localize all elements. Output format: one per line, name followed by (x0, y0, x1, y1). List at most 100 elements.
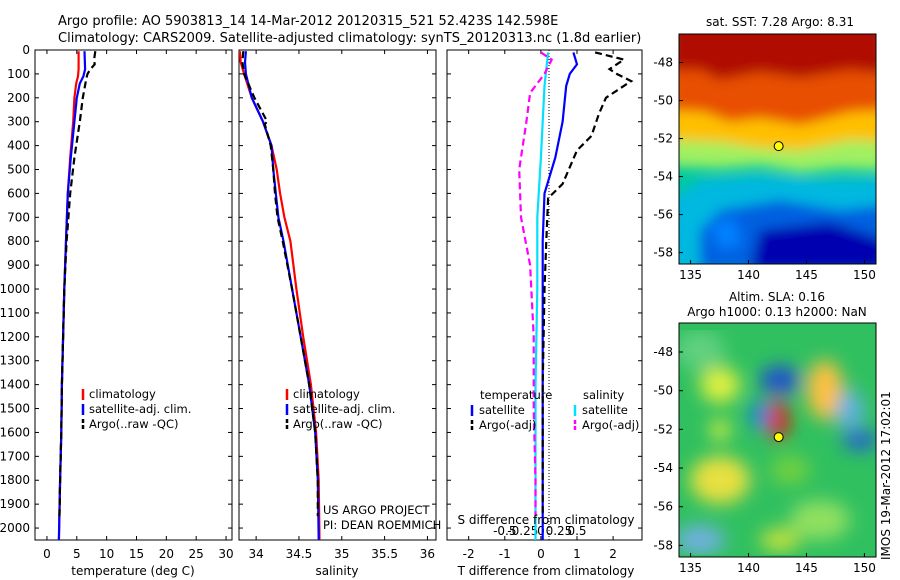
x-tick-label: 5 (73, 547, 81, 561)
map-y-tick-label: -48 (653, 345, 673, 359)
depth-tick-label: 600 (7, 186, 30, 200)
depth-tick-label: 1800 (0, 473, 30, 487)
legend-entry: satellite (582, 403, 628, 417)
legend-title: temperature (480, 388, 552, 402)
legend-entry: climatology (89, 387, 156, 401)
salinity-series (238, 51, 321, 541)
map-y-tick-label: -52 (653, 132, 673, 146)
series-line (57, 51, 80, 541)
s-tick-label: -0.25 (507, 524, 538, 538)
sst-title: sat. SST: 7.28 Argo: 8.31 (706, 15, 854, 29)
figure-title-2: Climatology: CARS2009. Satellite-adjuste… (58, 31, 641, 46)
series-line (518, 51, 554, 517)
s-difference-axis: -0.5-0.250 0.250.5 (493, 524, 586, 538)
salinity-xaxis: 34 34.5 35 35.5 36 (248, 50, 435, 561)
map-x-tick-label: 135 (679, 268, 702, 282)
map-y-tick-label: -58 (653, 538, 673, 552)
series-line (58, 51, 97, 517)
s-tick-label: 0 (537, 524, 545, 538)
map-y-tick-label: -54 (653, 461, 673, 475)
depth-tick-label: 1700 (0, 449, 30, 463)
legend-entry: climatology (293, 387, 360, 401)
imos-stamp: IMOS 19-Mar-2012 17:02:01 (879, 391, 893, 560)
legend-entry: Argo(-adj) (479, 418, 536, 432)
depth-tick-label: 1900 (0, 497, 30, 511)
x-tick-label: 36 (420, 547, 435, 561)
x-tick-label: 35.5 (371, 547, 398, 561)
x-tick-label: 10 (99, 547, 114, 561)
map-x-tick-label: 140 (737, 268, 760, 282)
sst-axes (678, 33, 877, 265)
series-line (241, 51, 319, 517)
depth-tick-label: 100 (7, 67, 30, 81)
depth-tick-label: 2000 (0, 521, 30, 535)
map-y-tick-label: -56 (653, 208, 673, 222)
depth-tick-label: 0 (22, 43, 30, 57)
x-tick-label: 0 (537, 547, 545, 561)
depth-tick-label: 300 (7, 115, 30, 129)
depth-tick-label: 1200 (0, 330, 30, 344)
map-y-tick-label: -48 (653, 56, 673, 70)
depth-tick-label: 1500 (0, 402, 30, 416)
sst-map: sat. SST: 7.28 Argo: 8.31 135 140 145 150 -… (653, 15, 877, 282)
figure-title-1: Argo profile: AO 5903813_14 14-Mar-2012 … (58, 14, 558, 29)
map-y-tick-label: -50 (653, 94, 673, 108)
temperature-axes (34, 49, 233, 541)
map-y-tick-label: -56 (653, 500, 673, 514)
depth-tick-label: 1600 (0, 425, 30, 439)
legend-entry: satellite (479, 403, 525, 417)
map-y-tick-label: -58 (653, 246, 673, 260)
series-line (238, 51, 321, 541)
temperature-series (57, 51, 97, 541)
depth-tick-label: 400 (7, 139, 30, 153)
salinity-axes (238, 49, 437, 541)
sla-axes (678, 322, 877, 558)
s-tick-label: -0.5 (493, 524, 516, 538)
x-tick-label: 20 (159, 547, 174, 561)
salinity-xlabel: salinity (315, 564, 358, 578)
x-tick-label: 0 (43, 547, 51, 561)
difference-legend: temperaturesatelliteArgo(-adj)salinitysa… (470, 388, 639, 432)
difference-series (518, 51, 634, 540)
legend-title: salinity (583, 388, 624, 402)
s-tick-label: 0.5 (567, 524, 586, 538)
difference-axes (446, 49, 643, 541)
difference-xaxis: -2 -1 0 1 2 (463, 50, 617, 561)
map-y-tick-label: -54 (653, 170, 673, 184)
legend-entry: satellite-adj. clim. (89, 402, 191, 416)
sla-map: Altim. SLA: 0.16 Argo h1000: 0.13 h2000:… (653, 290, 877, 575)
map-x-tick-label: 150 (853, 268, 876, 282)
s-difference-label: S difference from climatology (458, 513, 635, 527)
temperature-panel: 0100200300400500600700800900100011001200… (0, 43, 234, 578)
map-x-tick-label: 150 (853, 561, 876, 575)
map-x-tick-label: 135 (679, 561, 702, 575)
depth-axis: 0 100 200 300 400 500 600 700 800 900 1000 1100 1200… (0, 43, 30, 535)
series-line (541, 51, 634, 517)
depth-tick-label: 1400 (0, 378, 30, 392)
x-tick-label: -2 (463, 547, 475, 561)
x-tick-label: 2 (609, 547, 617, 561)
sla-yaxis: -48 -50 -52 -54 -56 -58 (653, 345, 683, 552)
x-tick-label: 1 (573, 547, 581, 561)
depth-tick-label: 1000 (0, 282, 30, 296)
map-y-tick-label: -52 (653, 422, 673, 436)
series-line (243, 51, 320, 541)
x-tick-label: 15 (129, 547, 144, 561)
sst-field (679, 34, 876, 264)
series-line (534, 52, 550, 540)
map-x-tick-label: 140 (737, 561, 760, 575)
sst-yaxis: -48 -50 -52 -54 -56 -58 (653, 56, 683, 260)
legend-entry: Argo(..raw -QC) (293, 417, 383, 431)
sla-field (679, 323, 876, 557)
depth-tick-label: 700 (7, 210, 30, 224)
x-tick-label: 34.5 (286, 547, 313, 561)
depth-tick-label: 500 (7, 163, 30, 177)
salinity-panel: 34 34.5 35 35.5 36 climatologysatellite-adj.… (238, 49, 437, 578)
t-difference-label: T difference from climatology (457, 564, 635, 578)
depth-tick-label: 1100 (0, 306, 30, 320)
map-x-tick-label: 145 (795, 561, 818, 575)
depth-tick-label: 900 (7, 258, 30, 272)
x-tick-label: 34 (248, 547, 263, 561)
